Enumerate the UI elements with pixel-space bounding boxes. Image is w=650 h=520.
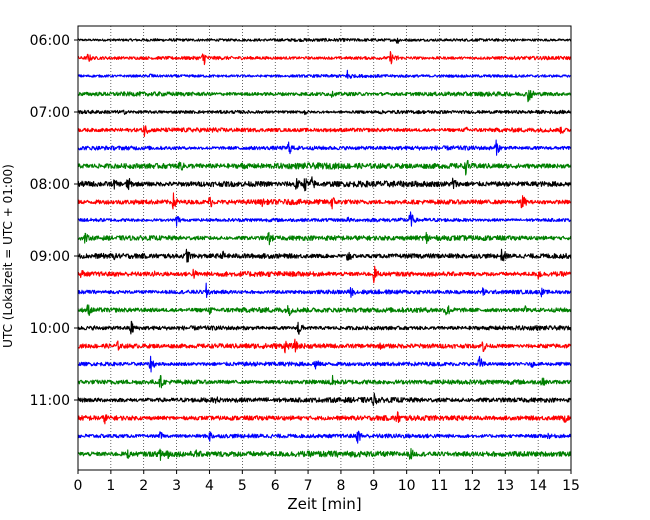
seismogram-trace <box>77 211 572 227</box>
x-tick-label: 10 <box>398 478 416 494</box>
seismogram-trace <box>77 448 572 461</box>
x-tick-label: 13 <box>496 478 514 494</box>
x-tick-label: 11 <box>431 478 449 494</box>
seismogram-trace <box>77 338 572 354</box>
x-tick-label: 14 <box>529 478 547 494</box>
seismogram-trace <box>77 265 572 284</box>
x-tick-label: 8 <box>336 478 345 494</box>
seismogram-trace <box>77 69 572 79</box>
y-tick-label: 08:00 <box>30 177 70 193</box>
x-tick-label: 4 <box>205 478 214 494</box>
seismogram-trace <box>77 89 572 103</box>
y-tick-label: 11:00 <box>30 393 70 409</box>
seismogram-trace <box>77 320 572 335</box>
x-gridlines <box>110 26 539 470</box>
seismogram-trace <box>77 159 572 176</box>
seismogram-trace <box>77 176 572 192</box>
seismogram-trace <box>77 51 572 66</box>
x-tick-label: 5 <box>238 478 247 494</box>
y-tick-label: 10:00 <box>30 321 70 337</box>
x-tick-label: 6 <box>271 478 280 494</box>
seismogram-trace <box>77 374 572 389</box>
seismogram-trace <box>77 304 572 317</box>
seismogram-trace <box>77 248 572 263</box>
seismogram-trace <box>77 139 572 156</box>
seismogram-trace <box>77 125 572 138</box>
x-tick-label: 1 <box>106 478 115 494</box>
seismogram-trace <box>77 355 572 373</box>
x-tick-label: 7 <box>304 478 313 494</box>
x-tick-label: 12 <box>463 478 481 494</box>
seismogram-trace <box>77 192 572 210</box>
seismogram-trace <box>77 37 572 45</box>
seismogram-traces <box>77 37 572 461</box>
y-tick-label: 06:00 <box>30 33 70 49</box>
seismogram-trace <box>77 231 572 246</box>
x-tick-label: 9 <box>369 478 378 494</box>
seismogram-trace <box>77 411 572 425</box>
x-axis-label: Zeit [min] <box>287 495 361 513</box>
y-axis-label: UTC (Lokalzeit = UTC + 01:00) <box>1 164 15 348</box>
x-tick-label: 3 <box>172 478 181 494</box>
y-tick-label: 07:00 <box>30 105 70 121</box>
seismogram-trace <box>77 282 572 299</box>
x-tick-label: 15 <box>562 478 580 494</box>
plot-frame <box>77 25 572 471</box>
y-axis-ticks: 06:00 07:00 08:00 09:00 10:00 11:00 <box>30 33 78 409</box>
x-tick-label: 0 <box>74 478 83 494</box>
y-tick-label: 09:00 <box>30 249 70 265</box>
x-axis-ticks: 0 1 2 3 4 5 6 7 8 9 10 11 12 13 14 15 <box>74 470 580 494</box>
seismogram-trace <box>77 109 572 116</box>
seismogram-trace <box>77 392 572 407</box>
seismogram-trace <box>77 430 572 444</box>
x-tick-label: 2 <box>139 478 148 494</box>
